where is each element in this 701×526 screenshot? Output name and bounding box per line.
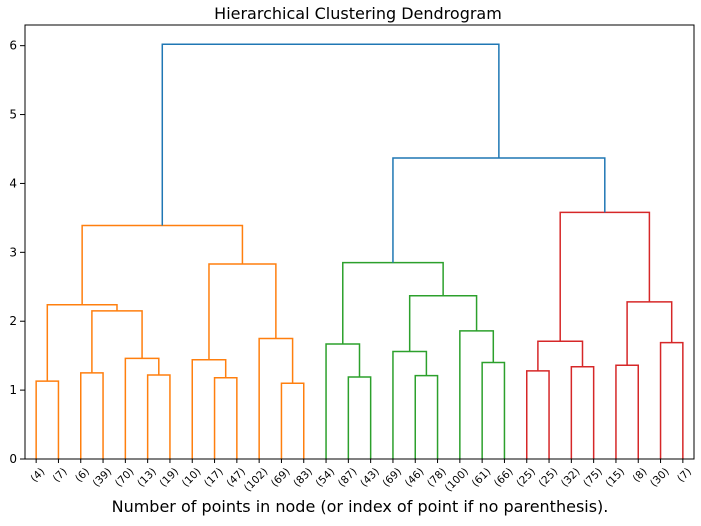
leaf-label-23: (25) xyxy=(537,466,561,490)
dendrogram-link-8 xyxy=(280,382,305,459)
y-tick-label-3: 3 xyxy=(9,245,17,259)
leaf-label-14: (87) xyxy=(336,466,360,490)
leaf-label-0: (4) xyxy=(28,466,47,485)
dendrogram-links xyxy=(35,43,684,459)
leaf-label-21: (66) xyxy=(492,466,516,490)
y-tick-label-0: 0 xyxy=(9,452,17,466)
leaf-label-13: (54) xyxy=(314,466,338,490)
dendrogram-link-16 xyxy=(481,361,506,459)
leaf-label-8: (17) xyxy=(202,466,226,490)
leaf-label-27: (8) xyxy=(630,466,649,485)
dendrogram-link-26 xyxy=(559,211,651,342)
leaf-label-20: (61) xyxy=(470,466,494,490)
dendrogram-link-4 xyxy=(91,310,143,373)
leaf-label-6: (19) xyxy=(157,466,181,490)
leaf-label-11: (69) xyxy=(269,466,293,490)
dendrogram-link-7 xyxy=(191,359,227,459)
leaf-label-12: (83) xyxy=(291,466,315,490)
dendrogram-link-25 xyxy=(626,301,673,366)
leaf-label-3: (39) xyxy=(91,466,115,490)
dendrogram-link-6 xyxy=(213,376,238,459)
plot-frame xyxy=(24,24,695,460)
dendrogram-link-13 xyxy=(325,343,361,459)
dendrogram-link-9 xyxy=(258,337,294,459)
dendrogram-link-1 xyxy=(80,372,104,459)
dendrogram-link-14 xyxy=(414,374,439,459)
dendrogram-link-20 xyxy=(526,370,550,459)
y-tick-label-2: 2 xyxy=(9,314,17,328)
dendrogram-link-18 xyxy=(408,294,478,352)
x-axis-label: Number of points in node (or index of po… xyxy=(112,497,609,516)
x-axis: (4) (7) (6)(39)(70)(13)(19)(10)(17)(47)(10… xyxy=(28,459,694,494)
dendrogram-link-19 xyxy=(342,261,444,344)
leaf-label-1: (7) xyxy=(51,466,70,485)
chart-title: Hierarchical Clustering Dendrogram xyxy=(214,4,502,23)
y-tick-label-4: 4 xyxy=(9,176,17,190)
dendrogram-link-28 xyxy=(161,43,500,226)
leaf-label-7: (10) xyxy=(180,466,204,490)
y-tick-label-6: 6 xyxy=(9,39,17,53)
dendrogram-link-27 xyxy=(392,157,606,263)
dendrogram-link-3 xyxy=(124,357,160,459)
leaf-label-15: (43) xyxy=(358,466,382,490)
dendrogram-link-5 xyxy=(46,303,118,382)
dendrogram-link-24 xyxy=(659,341,684,459)
y-tick-label-1: 1 xyxy=(9,383,17,397)
leaf-label-2: (6) xyxy=(73,466,92,485)
dendrogram-link-2 xyxy=(146,374,171,459)
leaf-label-25: (75) xyxy=(581,466,605,490)
dendrogram-link-11 xyxy=(81,224,244,305)
leaf-label-16: (69) xyxy=(380,466,404,490)
y-tick-label-5: 5 xyxy=(9,108,17,122)
dendrogram-link-23 xyxy=(615,364,639,459)
leaf-label-24: (32) xyxy=(559,466,583,490)
leaf-label-28: (30) xyxy=(648,466,672,490)
dendrogram-link-12 xyxy=(347,376,372,459)
dendrogram-link-15 xyxy=(392,350,428,459)
leaf-label-4: (70) xyxy=(113,466,137,490)
y-axis: 0 1 2 3 4 5 6 xyxy=(9,39,25,466)
leaf-label-10: (102) xyxy=(242,466,270,494)
leaf-label-17: (46) xyxy=(403,466,427,490)
dendrogram-link-10 xyxy=(208,263,277,360)
dendrogram-link-17 xyxy=(459,330,495,459)
leaf-label-19: (100) xyxy=(443,466,471,494)
dendrogram-link-21 xyxy=(570,365,595,459)
leaf-label-22: (25) xyxy=(514,466,538,490)
leaf-label-29: (7) xyxy=(675,466,694,485)
leaf-label-5: (13) xyxy=(135,466,159,490)
leaf-label-26: (15) xyxy=(603,466,627,490)
dendrogram-link-0 xyxy=(35,380,60,459)
